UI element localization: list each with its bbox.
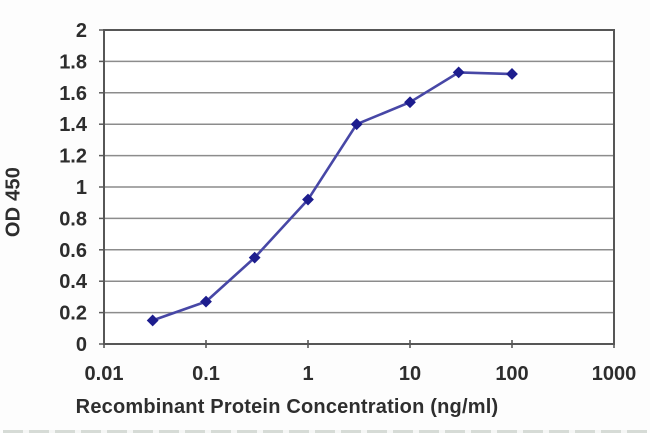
data-point-marker xyxy=(350,118,363,131)
y-axis-title: OD 450 xyxy=(2,166,25,238)
y-tick-label: 2 xyxy=(76,20,87,42)
y-tick-label: 1.6 xyxy=(59,83,87,105)
y-tick-label: 0.8 xyxy=(59,208,87,230)
bottom-edge-dashed-artifact xyxy=(3,430,647,433)
data-point-marker xyxy=(200,295,212,308)
plot-border xyxy=(103,29,615,345)
y-tick-label: 1 xyxy=(76,177,87,199)
data-line xyxy=(151,71,514,322)
x-tick-label: 1000 xyxy=(592,363,637,385)
data-point-marker xyxy=(146,314,159,327)
data-point-marker xyxy=(506,68,518,80)
y-tick-label: 0.2 xyxy=(59,303,87,325)
y-tick-label: 0.4 xyxy=(59,271,88,293)
x-tick-label: 0.1 xyxy=(192,363,220,385)
y-tick-label: 1.4 xyxy=(59,114,88,136)
data-point-marker xyxy=(248,251,261,264)
data-point-marker xyxy=(404,96,416,109)
x-tick-label: 10 xyxy=(399,363,421,385)
y-tick-label: 0.6 xyxy=(59,240,87,262)
x-tick-label: 0.01 xyxy=(85,363,124,385)
x-tick-label: 100 xyxy=(495,363,528,385)
data-point-marker xyxy=(302,193,314,206)
y-tick-label: 1.2 xyxy=(59,146,87,168)
y-tick-label: 0 xyxy=(76,334,87,356)
data-point-marker xyxy=(452,66,465,79)
x-axis-title: Recombinant Protein Concentration (ng/ml… xyxy=(75,396,499,418)
y-tick-label: 1.8 xyxy=(59,51,87,73)
x-tick-label: 1 xyxy=(302,363,313,385)
